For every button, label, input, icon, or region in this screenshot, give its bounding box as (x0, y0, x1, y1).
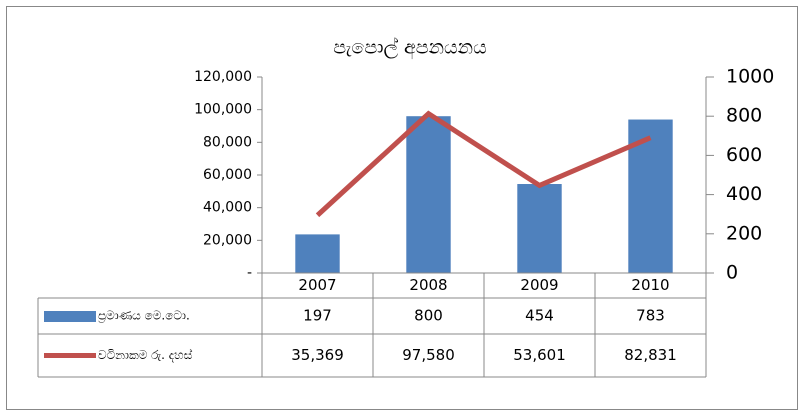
legend-label: වටිනාකම රු. දහස් (98, 348, 193, 362)
bar (406, 116, 451, 273)
y2-tick-label: 200 (726, 222, 762, 244)
table-value: 454 (525, 307, 554, 325)
y-tick-label: 20,000 (203, 232, 252, 248)
legend-key (44, 311, 96, 322)
y2-tick-label: 1000 (726, 66, 774, 88)
x-tick-label: 2008 (409, 276, 447, 294)
legend-label: ප්‍රමාණය මෙ.ටො. (98, 309, 190, 324)
y-tick-label: 80,000 (203, 134, 252, 150)
table-value: 97,580 (402, 346, 455, 364)
x-tick-label: 2007 (298, 276, 336, 294)
table-value: 53,601 (513, 346, 566, 364)
y-tick-label: 120,000 (194, 69, 252, 85)
y-tick-label: 60,000 (203, 167, 252, 183)
table-value: 82,831 (624, 346, 677, 364)
bar (517, 184, 562, 273)
table-value: 800 (414, 307, 443, 325)
bar (295, 234, 340, 273)
y2-tick-label: 0 (726, 262, 738, 284)
y2-tick-label: 400 (726, 183, 762, 205)
table-value: 783 (636, 307, 665, 325)
table-value: 35,369 (291, 346, 344, 364)
table-value: 197 (303, 307, 332, 325)
chart-title: පැපොල් අපනයනය (333, 36, 487, 59)
x-tick-label: 2009 (520, 276, 558, 294)
x-tick-label: 2010 (631, 276, 669, 294)
y-tick-label: 40,000 (203, 200, 252, 216)
line-series (315, 110, 652, 218)
y2-tick-label: 800 (726, 105, 762, 127)
y-tick-label: 100,000 (194, 102, 252, 118)
y-tick-label: - (247, 265, 252, 281)
y2-tick-label: 600 (726, 144, 762, 166)
